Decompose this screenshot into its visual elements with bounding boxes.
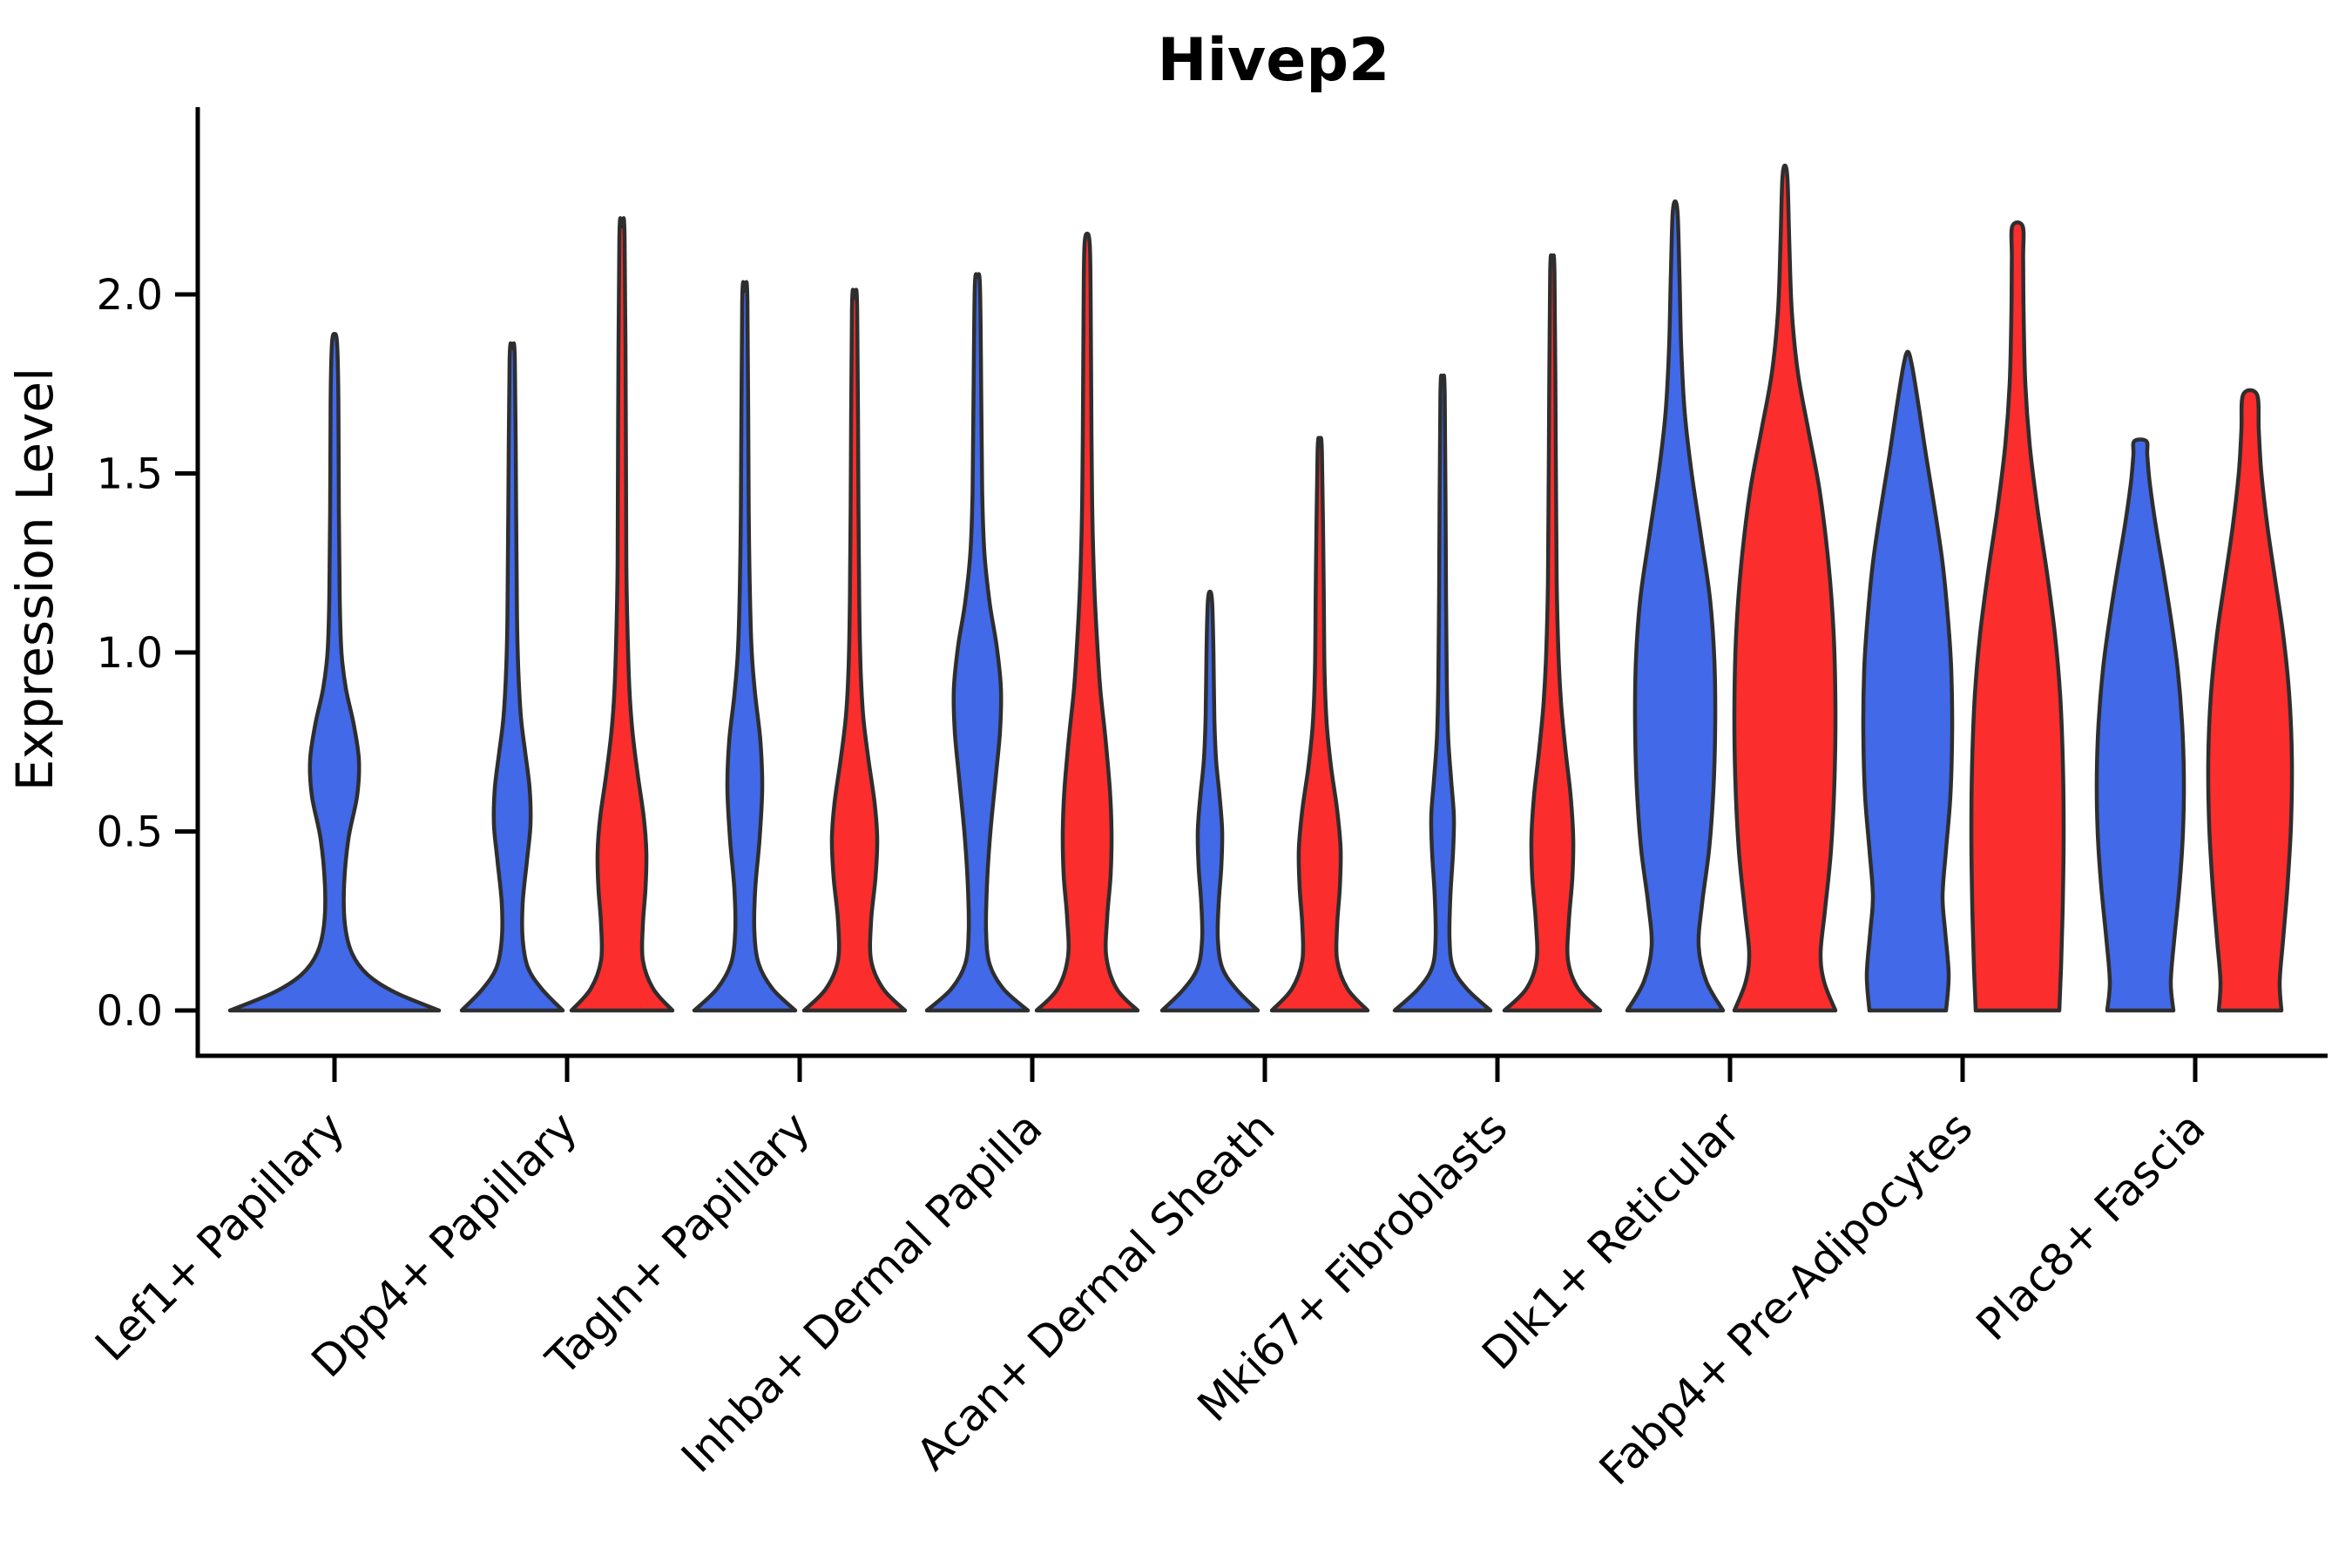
violin-blue-dpp4 <box>459 341 565 1013</box>
y-tick-label: 1.0 <box>97 629 163 678</box>
violin-red-fabp4 <box>1969 220 2066 1013</box>
chart-title: Hivep2 <box>1158 26 1390 95</box>
violin-blue-mki67 <box>1392 373 1493 1013</box>
violin-blue-inhba <box>924 272 1031 1013</box>
violin-red-plac8 <box>2206 388 2295 1013</box>
violin-blue-plac8 <box>2094 437 2186 1013</box>
violin-red-mki67 <box>1502 253 1603 1013</box>
y-tick-label: 2.0 <box>97 271 163 320</box>
violin-blue-dlk1 <box>1625 199 1726 1013</box>
x-tick-label: Fabp4+ Pre-Adipocytes <box>1590 1102 1983 1495</box>
y-tick-label: 0.5 <box>97 808 163 857</box>
violin-red-dlk1 <box>1732 163 1838 1013</box>
violin-blue-fabp4 <box>1861 349 1955 1013</box>
x-tick-label: Lef1+ Papillary <box>85 1102 354 1370</box>
violins-layer <box>227 163 2295 1013</box>
violin-blue-acan <box>1159 589 1260 1013</box>
x-tick-label: Plac8+ Fascia <box>1967 1102 2215 1350</box>
violin-blue-tagln <box>692 280 798 1013</box>
y-tick-label: 1.5 <box>97 450 163 499</box>
violin-red-acan <box>1269 436 1370 1013</box>
violin-red-dpp4 <box>569 216 675 1013</box>
x-tick-label: Dlk1+ Reticular <box>1472 1102 1749 1379</box>
violin-blue-lef1 <box>227 331 442 1013</box>
violin-red-tagln <box>801 287 908 1013</box>
y-tick-label: 0.0 <box>97 987 163 1036</box>
axes-layer <box>175 107 2328 1082</box>
y-axis-label: Expression Level <box>5 368 64 791</box>
violin-red-inhba <box>1034 231 1140 1013</box>
